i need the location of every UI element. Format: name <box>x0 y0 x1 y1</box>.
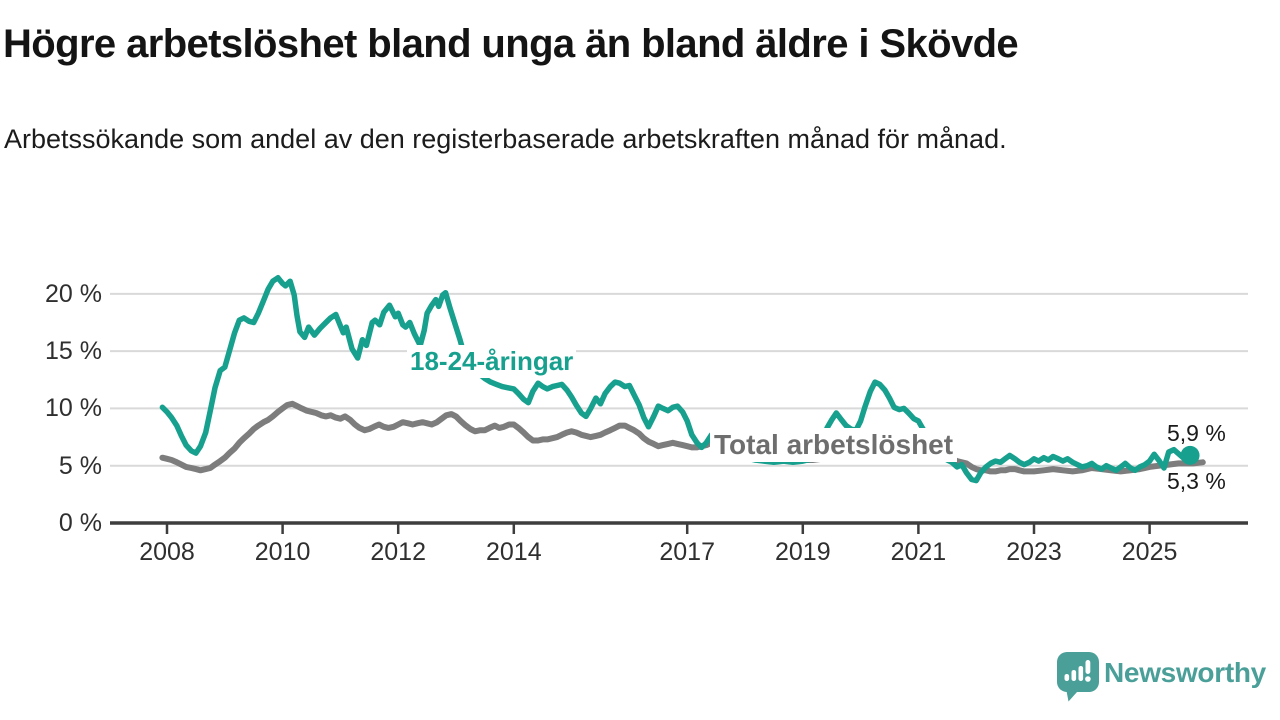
series-label-youth: 18-24-åringar <box>407 345 577 378</box>
end-value-label-youth: 5,9 % <box>1167 420 1226 446</box>
x-axis-label-2014: 2014 <box>485 538 542 566</box>
y-axis-label-0: 0 % <box>58 509 102 537</box>
series-label-total: Total arbetslöshet <box>710 428 958 462</box>
newsworthy-logo[interactable]: Newsworthy <box>1056 650 1276 702</box>
newsworthy-bubble-icon <box>1057 652 1099 702</box>
x-axis-label-2017: 2017 <box>659 538 715 566</box>
chart-subtitle: Arbetssökande som andel av den registerb… <box>4 124 1007 154</box>
newsworthy-wordmark[interactable]: Newsworthy <box>1104 657 1266 688</box>
y-axis-label-15: 15 % <box>45 337 102 366</box>
series-line-total <box>159 400 1206 475</box>
x-axis-label-2012: 2012 <box>370 538 426 566</box>
x-axis-label-2021: 2021 <box>890 538 947 566</box>
y-axis-label-5: 5 % <box>58 451 102 480</box>
chart-title: Högre arbetslöshet bland unga än bland ä… <box>3 22 1019 66</box>
latest-value-dot <box>1180 445 1200 465</box>
x-axis-label-2023: 2023 <box>1006 538 1062 566</box>
end-value-label-total: 5,3 % <box>1167 468 1226 494</box>
x-axis-label-2025: 2025 <box>1121 538 1178 566</box>
x-axis-label-2010: 2010 <box>254 538 311 566</box>
series-line-youth <box>159 275 1193 484</box>
y-axis-label-10: 10 % <box>45 394 102 423</box>
y-axis-label-20: 20 % <box>45 279 102 308</box>
x-axis-label-2008: 2008 <box>139 538 195 566</box>
x-axis-label-2019: 2019 <box>774 538 831 566</box>
